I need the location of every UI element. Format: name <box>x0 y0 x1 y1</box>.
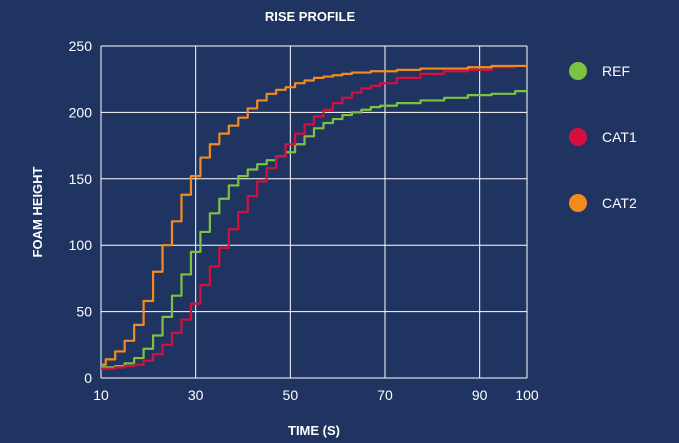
y-tick-label: 100 <box>69 237 93 253</box>
y-tick-label: 200 <box>69 104 93 120</box>
legend-marker-ref <box>569 62 587 80</box>
chart-title: RISE PROFILE <box>265 9 356 24</box>
series-line-cat2 <box>101 64 527 366</box>
x-tick-label: 100 <box>515 387 539 403</box>
y-tick-label: 0 <box>84 370 92 386</box>
x-axis-title: TIME (S) <box>288 423 340 438</box>
y-tick-label: 50 <box>76 304 92 320</box>
x-tick-label: 70 <box>377 387 393 403</box>
legend-label-cat1: CAT1 <box>602 129 637 145</box>
legend-label-cat2: CAT2 <box>602 195 637 211</box>
x-tick-label: 90 <box>472 387 488 403</box>
legend-marker-cat1 <box>569 128 587 146</box>
y-tick-label: 150 <box>69 171 93 187</box>
series-line-cat1 <box>101 64 527 370</box>
tick-labels: 0 50 100 150 200 250 10 30 50 70 90 100 <box>69 38 539 403</box>
legend-label-ref: REF <box>602 63 630 79</box>
series-layer <box>101 64 527 370</box>
x-tick-label: 50 <box>283 387 299 403</box>
x-tick-label: 30 <box>188 387 204 403</box>
legend: REF CAT1 CAT2 <box>569 62 637 212</box>
series-line-ref <box>101 90 527 369</box>
y-tick-label: 250 <box>69 38 93 54</box>
legend-marker-cat2 <box>569 194 587 212</box>
y-axis-title: FOAM HEIGHT <box>30 166 45 257</box>
x-tick-label: 10 <box>93 387 109 403</box>
